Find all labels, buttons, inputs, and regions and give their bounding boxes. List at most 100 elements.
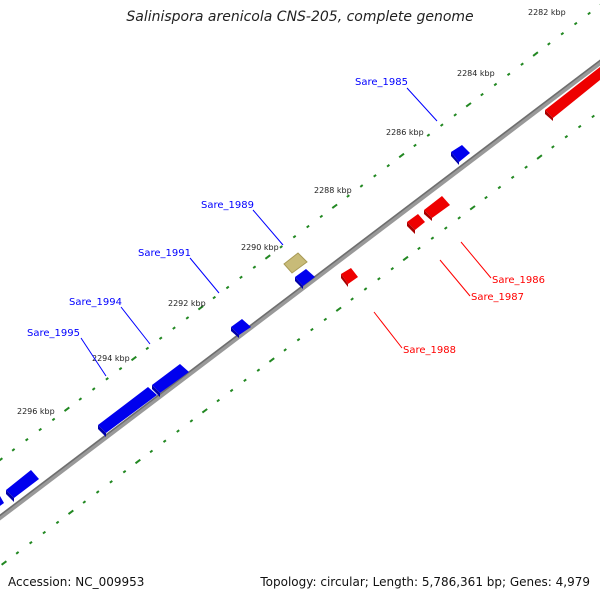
minor-tick [292, 235, 297, 239]
major-tick [67, 509, 74, 515]
minor-tick [440, 123, 444, 127]
scale-label: 2296 kbp [17, 407, 55, 416]
gene-feature[interactable] [451, 145, 470, 162]
gene-label-sare-1991: Sare_1991 [138, 248, 191, 259]
minor-tick [591, 114, 595, 119]
minor-tick [551, 145, 555, 149]
scale-label: 2284 kbp [457, 69, 495, 78]
label-leaders [80, 87, 492, 377]
gene-feature[interactable] [407, 214, 425, 230]
major-tick [465, 102, 472, 108]
minor-tick [243, 378, 247, 383]
gene-feature[interactable] [341, 274, 348, 287]
minor-tick [216, 398, 220, 403]
minor-tick [256, 368, 261, 372]
minor-tick [306, 224, 310, 229]
minor-tick [319, 214, 324, 219]
major-tick [469, 205, 476, 211]
minor-tick [11, 448, 16, 452]
gene-feature[interactable] [295, 277, 303, 289]
minor-tick [51, 417, 56, 422]
minor-tick [185, 316, 190, 320]
gene-feature[interactable] [98, 425, 106, 437]
minor-tick [78, 397, 83, 401]
minor-tick [577, 124, 582, 129]
gene-feature[interactable] [231, 327, 239, 338]
scale-label: 2292 kbp [168, 299, 206, 308]
inner-tick-ring [1, 114, 595, 566]
minor-tick [91, 387, 96, 391]
scale-label: 2288 kbp [314, 186, 352, 195]
major-tick [63, 406, 70, 412]
forward-strand-genes [0, 145, 470, 508]
gene-label-sare-1987: Sare_1987 [471, 292, 524, 303]
gene-feature-other[interactable] [283, 252, 308, 274]
minor-tick [417, 246, 421, 251]
minor-tick [158, 336, 163, 340]
genome-backbone [0, 59, 600, 521]
minor-tick [212, 295, 216, 300]
gene-feature[interactable] [6, 490, 14, 502]
minor-tick [524, 165, 528, 169]
scale-label: 2282 kbp [528, 8, 566, 17]
gene-feature[interactable] [6, 470, 39, 498]
minor-tick [95, 490, 100, 494]
major-tick [331, 203, 338, 209]
genome-summary: Topology: circular; Length: 5,786,361 bp… [260, 575, 590, 589]
gene-feature[interactable] [424, 210, 432, 221]
minor-tick [457, 216, 461, 220]
gene-label-sare-1995: Sare_1995 [27, 328, 80, 339]
gene-feature[interactable] [152, 385, 160, 397]
major-tick [197, 305, 204, 311]
minor-tick [493, 82, 498, 87]
accession-label: Accession: NC_009953 [8, 575, 145, 589]
gene-feature[interactable] [295, 269, 315, 286]
minor-tick [145, 346, 150, 351]
minor-tick [346, 194, 350, 198]
major-tick [335, 306, 342, 312]
gene-feature[interactable] [231, 319, 251, 335]
major-tick [536, 154, 543, 160]
gene-feature[interactable] [545, 110, 553, 121]
gene-feature[interactable] [407, 222, 415, 234]
gene-label-sare-1994: Sare_1994 [69, 297, 122, 308]
minor-tick [323, 317, 328, 322]
gene-feature[interactable] [341, 268, 358, 284]
minor-tick [560, 31, 565, 36]
minor-tick [310, 327, 314, 332]
minor-tick [42, 530, 47, 535]
minor-tick [172, 326, 176, 330]
major-tick [130, 355, 137, 362]
minor-tick [296, 337, 301, 342]
gene-feature[interactable] [0, 496, 4, 508]
minor-tick [573, 21, 578, 26]
minor-tick [547, 42, 551, 46]
gene-feature[interactable] [152, 364, 189, 393]
gene-feature[interactable] [451, 152, 459, 165]
minor-tick [252, 265, 257, 269]
minor-tick [162, 439, 167, 443]
gene-feature[interactable] [424, 196, 450, 218]
minor-tick [510, 175, 515, 179]
minor-tick [386, 164, 391, 168]
minor-tick [229, 388, 234, 393]
minor-tick [444, 226, 448, 230]
minor-tick [149, 449, 154, 454]
map-title: Salinispora arenicola CNS-205, complete … [126, 9, 474, 25]
gene-feature[interactable] [98, 387, 157, 433]
minor-tick [506, 72, 511, 76]
minor-tick [38, 427, 43, 432]
scale-label: 2290 kbp [241, 243, 279, 252]
minor-tick [390, 267, 395, 271]
scale-label: 2286 kbp [386, 128, 424, 137]
major-tick [532, 51, 539, 57]
major-tick [402, 255, 409, 262]
minor-tick [359, 184, 364, 188]
minor-tick [82, 500, 87, 504]
gene-label-sare-1989: Sare_1989 [201, 200, 254, 211]
minor-tick [239, 275, 243, 280]
minor-tick [587, 11, 591, 16]
gene-feature[interactable] [545, 67, 600, 118]
gene-label-sare-1988: Sare_1988 [403, 345, 456, 356]
